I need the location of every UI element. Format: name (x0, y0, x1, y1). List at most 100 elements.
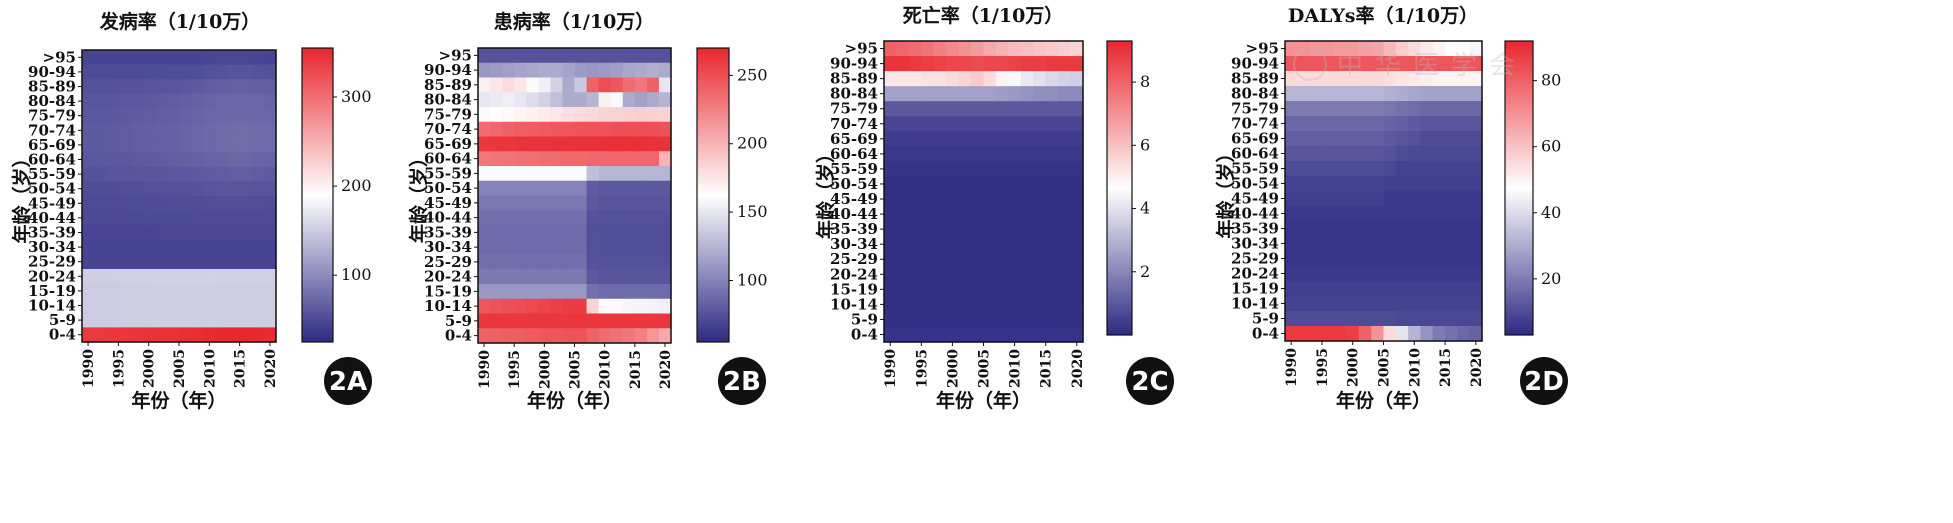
panel-badge-label: 2C (1131, 367, 1168, 397)
heatmap-cell (1383, 296, 1397, 312)
heatmap-cell (971, 191, 985, 208)
heatmap-cell (550, 254, 564, 270)
y-tick-label: 10-14 (28, 297, 76, 315)
heatmap-cell (1358, 41, 1372, 57)
heatmap-cell (1469, 41, 1483, 57)
heatmap-cell (191, 239, 204, 255)
heatmap-cell (658, 77, 672, 93)
heatmap-cell (82, 210, 95, 226)
heatmap-cell (142, 79, 156, 95)
heatmap-cell (958, 71, 972, 87)
heatmap-cell (610, 136, 624, 152)
heatmap-cell (526, 210, 539, 226)
heatmap-cell (142, 64, 156, 80)
heatmap-cell (995, 176, 1009, 193)
heatmap-cell (1445, 311, 1458, 327)
heatmap-cell (526, 151, 539, 167)
heatmap-cell (971, 326, 985, 343)
heatmap-cell (502, 92, 515, 108)
heatmap-cell (1346, 176, 1360, 192)
heatmap-cell (215, 254, 229, 270)
heatmap-cell (1420, 116, 1434, 132)
heatmap-cell (142, 312, 156, 328)
heatmap-cell (1445, 146, 1458, 162)
heatmap-cell (1358, 161, 1372, 177)
heatmap-cell (550, 151, 564, 167)
heatmap-cell (227, 64, 241, 80)
heatmap-cell (1346, 116, 1360, 132)
heatmap-cell (239, 298, 253, 314)
heatmap-cell (1070, 206, 1084, 223)
y-tick-label: 60-64 (424, 150, 472, 168)
y-tick-label: 40-44 (424, 209, 472, 227)
panel-badge: 2A (324, 357, 372, 405)
heatmap-cell (1358, 251, 1372, 267)
heatmap-cell (1395, 296, 1409, 312)
heatmap-cell (514, 313, 527, 329)
heatmap-cell (1383, 86, 1397, 102)
y-tick-label: 60-64 (1231, 145, 1279, 163)
x-tick-label: 1990 (477, 350, 493, 389)
y-tick-label: 50-54 (28, 180, 76, 198)
x-tick-label: 2015 (1039, 349, 1055, 388)
heatmap-cell (1420, 131, 1434, 147)
heatmap-cell (896, 116, 910, 132)
heatmap-cell (526, 298, 539, 315)
heatmap-cell (106, 269, 119, 285)
heatmap-cell (1371, 71, 1385, 87)
heatmap-cell (1008, 191, 1022, 208)
heatmap-cell (1420, 326, 1434, 342)
heatmap-cell (526, 225, 539, 241)
x-axis-title: 年份（年） (131, 389, 226, 412)
heatmap-cell (1469, 251, 1483, 267)
heatmap-cell (646, 121, 660, 138)
heatmap-cell (1358, 116, 1372, 132)
heatmap-cell (921, 251, 935, 268)
heatmap-cell (1309, 191, 1323, 207)
heatmap-cell (550, 269, 564, 285)
heatmap-cell (1420, 236, 1434, 252)
heatmap-cell (82, 64, 95, 80)
heatmap-cell (490, 151, 503, 167)
heatmap-cell (179, 312, 192, 328)
heatmap-cell (191, 210, 204, 226)
y-tick-label: 15-19 (830, 280, 878, 298)
heatmap-cell (610, 92, 624, 108)
heatmap-cell (598, 136, 612, 152)
heatmap-cell (1070, 176, 1084, 193)
heatmap-cell (610, 166, 624, 182)
y-tick-label: 20-24 (28, 267, 76, 285)
colorbar-tick-label: 2 (1140, 262, 1150, 281)
heatmap-cell (896, 161, 910, 178)
heatmap-cell (251, 312, 265, 328)
heatmap-cell (1008, 176, 1022, 193)
heatmap-cell (896, 296, 910, 313)
heatmap-cell (1020, 131, 1034, 147)
heatmap-cell (1358, 281, 1372, 297)
heatmap-cell (1058, 251, 1072, 268)
colorbar-tick-label: 6 (1140, 135, 1150, 154)
heatmap-cell (118, 225, 132, 241)
heatmap-cell (191, 181, 204, 197)
heatmap-cell (251, 166, 265, 182)
heatmap-cell (958, 161, 972, 178)
heatmap-cell (478, 298, 491, 315)
y-tick-label: 30-34 (830, 235, 878, 253)
heatmap-cell (958, 41, 972, 57)
heatmap-cell (562, 225, 576, 241)
heatmap-cell (191, 269, 204, 285)
heatmap-cell (1321, 311, 1335, 327)
heatmap-cell (933, 146, 947, 162)
heatmap-cell (203, 166, 216, 182)
heatmap-cell (1346, 56, 1360, 72)
heatmap-cell (130, 196, 144, 212)
heatmap-cell (598, 284, 612, 300)
heatmap-cell (1285, 221, 1298, 237)
heatmap-cell (179, 196, 192, 212)
heatmap-cell (478, 269, 491, 285)
heatmap-cell (142, 108, 156, 124)
heatmap-cell (574, 107, 588, 123)
heatmap-cell (263, 196, 277, 212)
heatmap-cell (562, 62, 576, 79)
y-tick-label: 5-9 (1252, 310, 1279, 328)
